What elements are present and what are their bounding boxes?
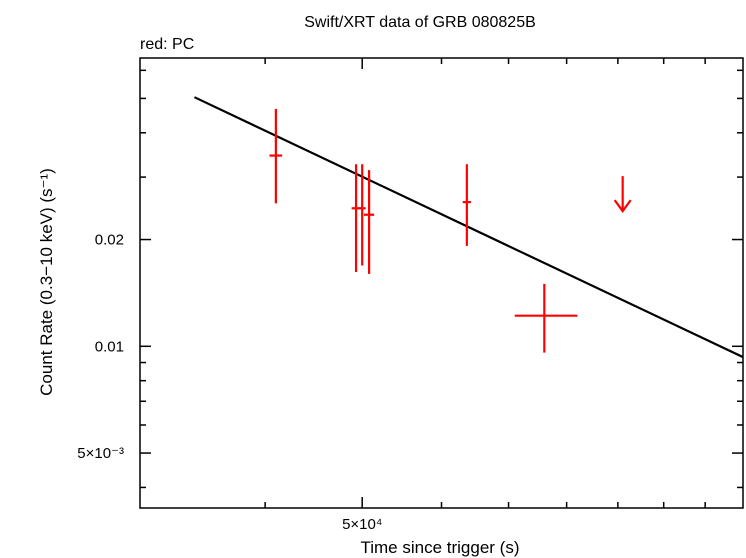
upper-limit xyxy=(613,176,632,213)
data-point xyxy=(514,283,578,353)
tick-labels-layer: 5×10⁴ 0.02 0.01 5×10⁻³ xyxy=(77,232,382,533)
y-tick-label: 0.02 xyxy=(95,232,124,249)
model-line xyxy=(193,96,743,359)
model-layer xyxy=(193,96,743,359)
data-layer xyxy=(269,108,632,353)
chart-subtitle: red: PC xyxy=(140,36,194,53)
y-tick-label: 0.01 xyxy=(95,338,124,355)
ticks-layer xyxy=(140,58,743,508)
y-tick-label: 5×10⁻³ xyxy=(77,445,124,462)
data-point xyxy=(269,108,283,204)
x-tick-label: 5×10⁴ xyxy=(342,516,382,533)
data-point xyxy=(462,164,471,246)
y-axis-label: Count Rate (0.3−10 keV) (s⁻¹) xyxy=(37,168,56,396)
upper-limit-arrowhead xyxy=(613,199,632,213)
data-point xyxy=(351,164,361,272)
chart-title: Swift/XRT data of GRB 080825B xyxy=(304,14,536,31)
data-point xyxy=(358,164,366,266)
data-point xyxy=(363,170,375,274)
plot-frame xyxy=(139,57,744,509)
x-axis-label: Time since trigger (s) xyxy=(360,538,519,557)
